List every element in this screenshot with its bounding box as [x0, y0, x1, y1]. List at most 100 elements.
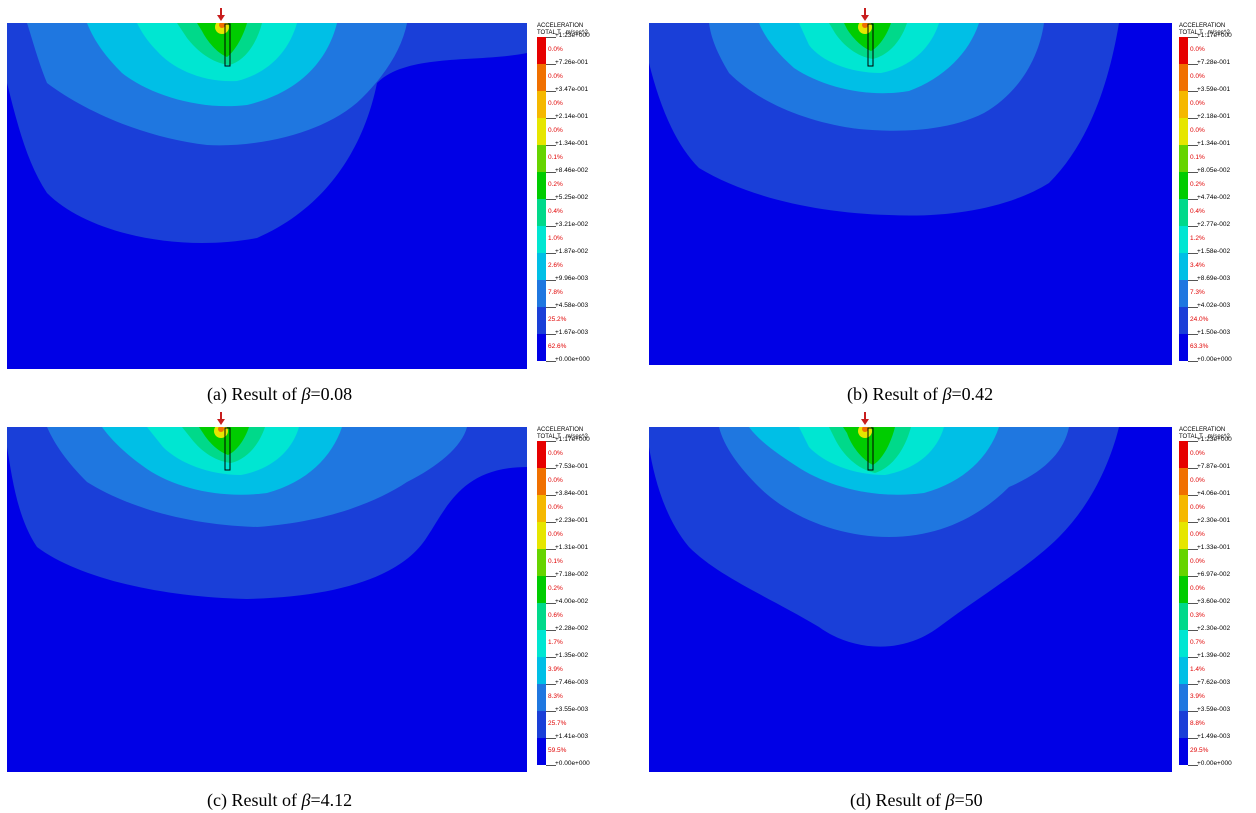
- legend-tick: [546, 630, 556, 631]
- caption-symbol: β: [942, 384, 952, 404]
- legend-percent: 3.9%: [548, 666, 563, 673]
- legend-value: +1.49e-003: [1197, 733, 1231, 740]
- legend-value: +1.23e+000: [555, 32, 590, 39]
- legend-value: +2.14e-001: [555, 113, 589, 120]
- legend-tick: [546, 361, 556, 362]
- legend-percent: 63.3%: [1190, 343, 1209, 350]
- caption-symbol: β: [945, 790, 955, 810]
- legend-value: +4.58e-003: [555, 302, 589, 309]
- caption-a: (a) Result of β=0.08: [207, 384, 352, 405]
- legend-swatch: [1179, 307, 1188, 334]
- caption-symbol: β: [301, 790, 311, 810]
- legend-value: +7.18e-002: [555, 571, 589, 578]
- legend-swatch: [1179, 280, 1188, 307]
- legend-value: +2.23e-001: [555, 517, 589, 524]
- contour-svg: [7, 427, 527, 772]
- legend-value: +7.28e-001: [1197, 59, 1231, 66]
- legend-percent: 1.7%: [548, 639, 563, 646]
- legend-value: +9.96e-003: [555, 275, 589, 282]
- legend-tick: [546, 738, 556, 739]
- legend-percent: 0.2%: [548, 181, 563, 188]
- legend-swatch: [1179, 522, 1188, 549]
- legend-percent: 3.4%: [1190, 262, 1205, 269]
- legend-value: +4.02e-003: [1197, 302, 1231, 309]
- legend-tick: [1188, 199, 1198, 200]
- legend-percent: 2.6%: [548, 262, 563, 269]
- load-arrow-icon: [217, 412, 225, 425]
- legend-tick: [1188, 765, 1198, 766]
- legend-percent: 7.8%: [548, 289, 563, 296]
- legend-swatch: [537, 145, 546, 172]
- legend-swatch: [537, 64, 546, 91]
- legend-swatch: [1179, 711, 1188, 738]
- legend-percent: 7.3%: [1190, 289, 1205, 296]
- legend-percent: 0.0%: [548, 477, 563, 484]
- legend-percent: 0.0%: [1190, 127, 1205, 134]
- legend-value: +3.55e-003: [555, 706, 589, 713]
- contour-plot: [649, 23, 1172, 365]
- legend-percent: 0.0%: [548, 73, 563, 80]
- legend-title-line2: TOTAL T , m/sec^2: [537, 433, 588, 440]
- legend-swatch: [1179, 145, 1188, 172]
- legend-value: +3.84e-001: [555, 490, 589, 497]
- legend-value: +2.77e-002: [1197, 221, 1231, 228]
- legend-value: +7.26e-001: [555, 59, 589, 66]
- caption-prefix: (b) Result of: [847, 384, 943, 404]
- legend-percent: 0.7%: [1190, 639, 1205, 646]
- legend-value: +1.33e-001: [1197, 544, 1231, 551]
- legend-tick: [1188, 441, 1198, 442]
- legend-value: +6.97e-002: [1197, 571, 1231, 578]
- legend-percent: 0.0%: [1190, 558, 1205, 565]
- legend-swatch: [537, 549, 546, 576]
- legend-swatch: [1179, 226, 1188, 253]
- legend-title-line2: TOTAL T , m/sec^2: [1179, 433, 1230, 440]
- legend-swatch: [1179, 64, 1188, 91]
- legend-percent: 1.0%: [548, 235, 563, 242]
- zone-level-7: [199, 427, 249, 455]
- panel-c: ACCELERATION TOTAL T , m/sec^2 +1.17e+00…: [7, 427, 657, 807]
- legend-value: +1.58e-002: [1197, 248, 1231, 255]
- legend-value: +1.41e-003: [555, 733, 589, 740]
- zone-level-7: [843, 427, 895, 465]
- legend-percent: 1.4%: [1190, 666, 1205, 673]
- legend-tick: [1188, 37, 1198, 38]
- caption-b: (b) Result of β=0.42: [847, 384, 993, 405]
- legend-percent: 62.6%: [548, 343, 567, 350]
- legend-percent: 0.0%: [548, 46, 563, 53]
- legend-value: +7.62e-003: [1197, 679, 1231, 686]
- legend-swatch: [537, 280, 546, 307]
- legend-tick: [546, 37, 556, 38]
- legend-tick: [1188, 468, 1198, 469]
- legend-value: +1.17e+000: [1197, 32, 1232, 39]
- legend-swatch: [1179, 630, 1188, 657]
- legend-tick: [546, 172, 556, 173]
- legend-percent: 0.0%: [548, 100, 563, 107]
- legend-percent: 1.2%: [1190, 235, 1205, 242]
- legend-swatch: [537, 199, 546, 226]
- legend-title: ACCELERATION TOTAL T , m/sec^2: [1179, 23, 1230, 36]
- legend-title: ACCELERATION TOTAL T , m/sec^2: [1179, 427, 1230, 440]
- legend-swatch: [1179, 738, 1188, 765]
- caption-d: (d) Result of β=50: [850, 790, 983, 811]
- legend-percent: 0.0%: [1190, 46, 1205, 53]
- load-arrow-icon: [861, 8, 869, 21]
- legend-swatch: [537, 522, 546, 549]
- legend-tick: [1188, 495, 1198, 496]
- legend-percent: 25.7%: [548, 720, 567, 727]
- legend-swatch: [1179, 603, 1188, 630]
- legend-swatch: [1179, 549, 1188, 576]
- legend-percent: 0.0%: [548, 450, 563, 457]
- legend-swatch: [1179, 199, 1188, 226]
- zone-peak-core: [218, 427, 224, 432]
- legend-swatch: [537, 37, 546, 64]
- legend-swatch: [537, 576, 546, 603]
- legend-percent: 0.2%: [1190, 181, 1205, 188]
- legend-percent: 0.1%: [548, 154, 563, 161]
- legend-percent: 8.3%: [548, 693, 563, 700]
- legend-swatch: [1179, 657, 1188, 684]
- legend-tick: [1188, 145, 1198, 146]
- legend-tick: [546, 253, 556, 254]
- legend-tick: [1188, 361, 1198, 362]
- legend-swatch: [537, 441, 546, 468]
- zone-level-7: [197, 23, 247, 57]
